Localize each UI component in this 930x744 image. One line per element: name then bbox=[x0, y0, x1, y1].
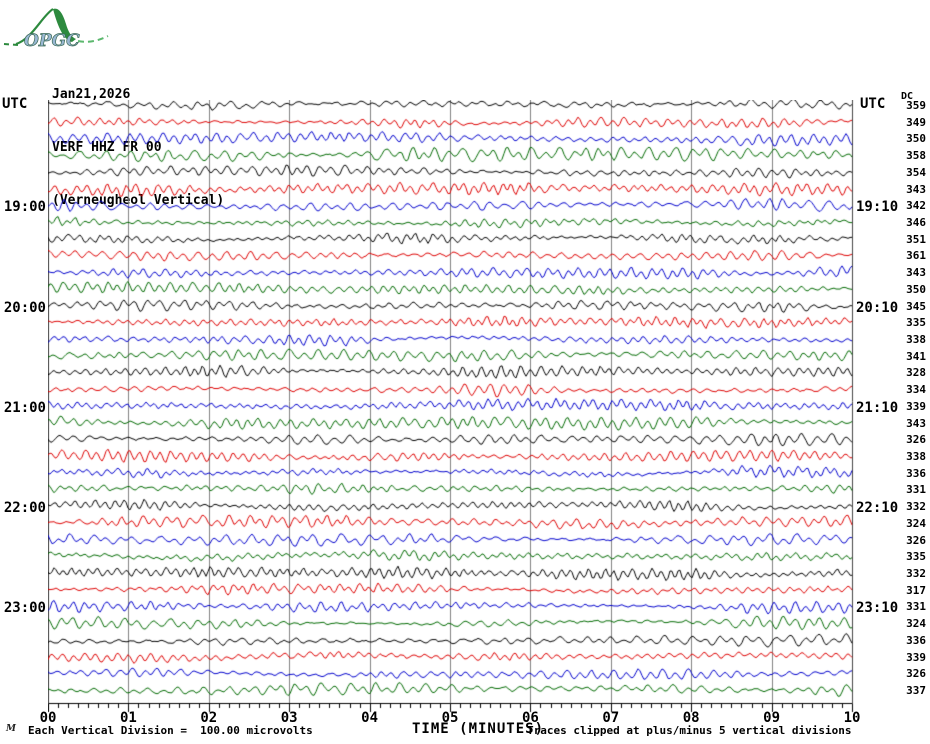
logo-mountain-ascent bbox=[15, 8, 54, 46]
x-tick-label: 09 bbox=[763, 710, 781, 726]
dc-value: 343 bbox=[906, 182, 926, 196]
dc-value: 349 bbox=[906, 115, 926, 129]
x-tick-label: 05 bbox=[441, 710, 459, 726]
x-tick-label: 10 bbox=[843, 710, 861, 726]
logo-text: OPGC bbox=[24, 31, 80, 50]
dc-value: 324 bbox=[906, 516, 926, 530]
dc-value: 326 bbox=[906, 533, 926, 547]
x-tick-label: 04 bbox=[361, 710, 379, 726]
x-tick-label: 06 bbox=[521, 710, 539, 726]
dc-value: 343 bbox=[906, 416, 926, 430]
left-hour-label: 21:00 bbox=[3, 399, 46, 416]
left-hour-label: 19:00 bbox=[3, 199, 46, 216]
x-tick-label: 03 bbox=[280, 710, 298, 726]
dc-value: 331 bbox=[906, 483, 926, 497]
dc-value: 338 bbox=[906, 333, 926, 346]
dc-value: 332 bbox=[906, 500, 926, 514]
dc-value: 350 bbox=[906, 132, 926, 146]
logo-mountain-peak bbox=[53, 8, 76, 42]
dc-value: 324 bbox=[906, 617, 926, 631]
dc-value: 335 bbox=[906, 316, 926, 330]
dc-value: 351 bbox=[906, 232, 926, 246]
dc-value: 339 bbox=[906, 650, 926, 664]
right-hour-label: 22:10 bbox=[856, 500, 899, 517]
vertical-division-note: Each Vertical Division = 100.00 microvol… bbox=[28, 724, 313, 737]
dc-value: 332 bbox=[906, 567, 926, 580]
right-hour-label: 21:10 bbox=[856, 399, 899, 416]
x-tick-label: 00 bbox=[39, 710, 57, 726]
logo-dash-right bbox=[77, 35, 109, 43]
dc-value: 361 bbox=[906, 249, 926, 263]
dc-value: 358 bbox=[906, 149, 926, 163]
dc-value: 342 bbox=[906, 199, 926, 213]
dc-value: 336 bbox=[906, 633, 926, 647]
dc-value: 317 bbox=[906, 583, 926, 597]
plotter-corner-mark: M bbox=[6, 724, 16, 734]
dc-column-label: DC bbox=[901, 91, 914, 102]
dc-value: 341 bbox=[906, 349, 926, 363]
left-hour-label: 22:00 bbox=[3, 500, 46, 517]
dc-value: 337 bbox=[906, 684, 926, 697]
dc-value: 338 bbox=[906, 450, 926, 463]
x-axis-title: TIME (MINUTES) bbox=[412, 721, 545, 737]
helicorder-plot bbox=[48, 100, 854, 713]
dc-value: 326 bbox=[906, 433, 926, 447]
dc-value: 335 bbox=[906, 550, 926, 564]
dc-value: 334 bbox=[906, 383, 926, 397]
dc-value: 339 bbox=[906, 399, 926, 413]
clip-note: Traces clipped at plus/minus 5 vertical … bbox=[527, 724, 852, 737]
left-hour-label: 20:00 bbox=[3, 299, 46, 316]
x-tick-label: 07 bbox=[602, 710, 620, 726]
x-tick-label: 01 bbox=[119, 710, 137, 726]
opgc-logo: OPGC bbox=[3, 8, 109, 50]
utc-label-right: UTC bbox=[860, 96, 886, 112]
dc-value: 346 bbox=[906, 216, 926, 229]
dc-value: 331 bbox=[906, 600, 926, 614]
utc-label-left: UTC bbox=[2, 96, 28, 112]
dc-value: 359 bbox=[906, 99, 926, 112]
dc-value: 336 bbox=[906, 466, 926, 480]
right-hour-label: 23:10 bbox=[856, 600, 899, 617]
dc-value: 345 bbox=[906, 299, 926, 313]
dc-value: 343 bbox=[906, 266, 926, 280]
dc-value: 350 bbox=[906, 282, 926, 296]
x-tick-label: 02 bbox=[200, 710, 218, 726]
x-tick-label: 08 bbox=[682, 710, 700, 726]
right-hour-label: 19:10 bbox=[856, 199, 899, 216]
dc-value: 328 bbox=[906, 366, 926, 380]
header-date: Jan21,2026 bbox=[52, 87, 131, 102]
dc-value: 326 bbox=[906, 667, 926, 681]
logo-dash-left bbox=[3, 43, 19, 46]
right-hour-label: 20:10 bbox=[856, 299, 899, 316]
dc-value: 354 bbox=[906, 165, 926, 179]
left-hour-label: 23:00 bbox=[3, 600, 46, 617]
